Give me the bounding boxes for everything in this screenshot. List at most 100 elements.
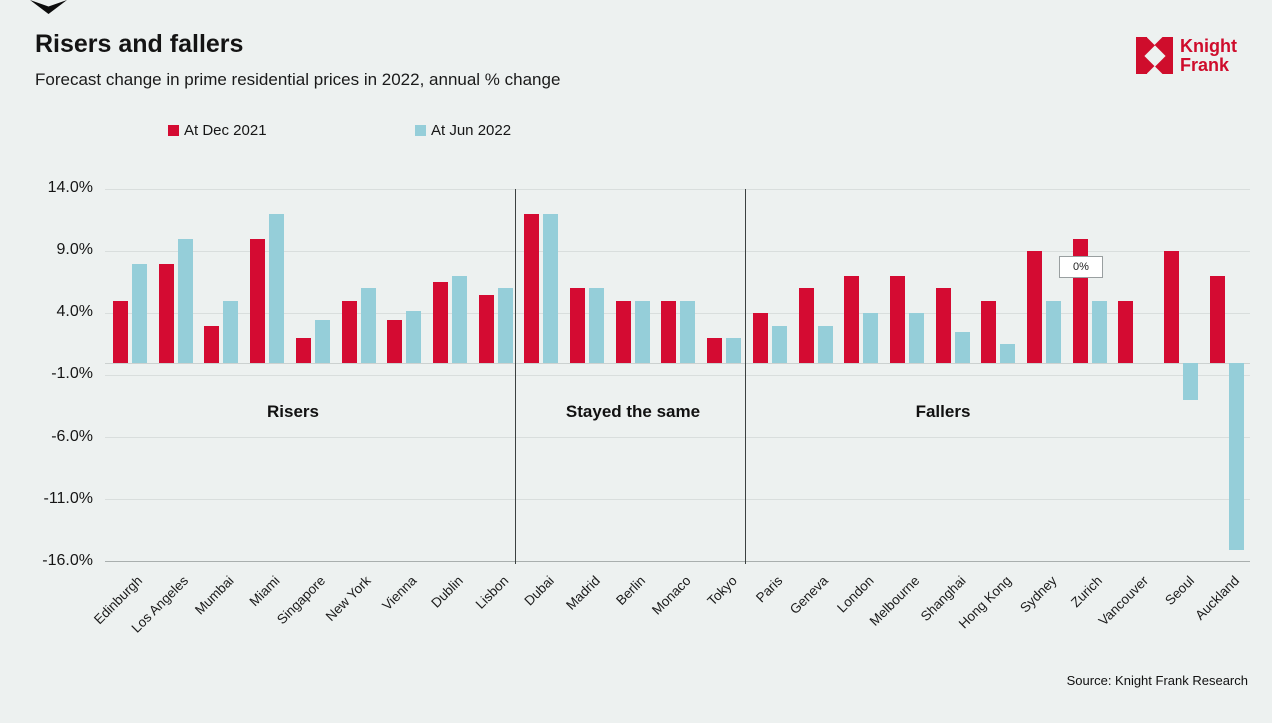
bar-edinburgh-at-dec-2021[interactable] (113, 300, 128, 364)
y-tick-label: 9.0% (56, 241, 93, 259)
bar-madrid-at-dec-2021[interactable] (570, 288, 585, 364)
bar-singapore-at-dec-2021[interactable] (295, 338, 311, 364)
x-axis-label-seoul: Seoul (1161, 573, 1197, 609)
bar-london-at-dec-2021[interactable] (844, 276, 860, 364)
bar-seoul-at-dec-2021[interactable] (1164, 251, 1180, 364)
zero-percent-tooltip: 0% (1059, 256, 1103, 278)
bar-sydney-at-jun-2022[interactable] (1046, 300, 1061, 364)
x-axis-label-vienna: Vienna (379, 573, 420, 614)
x-axis-label-geneva: Geneva (787, 573, 832, 618)
section-label-risers: Risers (267, 402, 319, 421)
x-axis-label-miami: Miami (246, 573, 283, 610)
bar-los-angeles-at-dec-2021[interactable] (158, 263, 174, 364)
bar-vancouver-at-dec-2021[interactable] (1118, 300, 1134, 364)
bar-edinburgh-at-jun-2022[interactable] (132, 263, 147, 364)
bar-melbourne-at-jun-2022[interactable] (908, 313, 924, 364)
bar-mumbai-at-dec-2021[interactable] (204, 325, 220, 364)
x-axis-label-paris: Paris (753, 573, 786, 606)
legend-item-dec-2021: At Dec 2021 (168, 122, 267, 139)
knight-frank-wordmark: Knight Frank (1180, 37, 1237, 75)
source-note: Source: Knight Frank Research (1066, 673, 1248, 688)
bar-london-at-jun-2022[interactable] (863, 313, 879, 364)
bar-geneva-at-dec-2021[interactable] (798, 288, 814, 364)
logo-word-frank: Frank (1180, 55, 1230, 75)
x-axis-label-mumbai: Mumbai (192, 573, 238, 618)
gridline-9.0% (105, 250, 1250, 252)
bar-vienna-at-jun-2022[interactable] (406, 310, 422, 364)
y-tick-label: -1.0% (51, 365, 93, 383)
logo-word-knight: Knight (1180, 36, 1237, 56)
x-axis-label-singapore: Singapore (274, 573, 329, 628)
section-label-fallers: Fallers (915, 402, 971, 421)
bar-auckland-at-dec-2021[interactable] (1209, 276, 1225, 364)
section-divider-2 (745, 189, 746, 564)
x-axis-label-madrid: Madrid (562, 573, 603, 613)
y-tick-label: 14.0% (47, 179, 93, 196)
bar-seoul-at-jun-2022[interactable] (1183, 363, 1199, 401)
bar-los-angeles-at-jun-2022[interactable] (177, 238, 193, 364)
bar-miami-at-jun-2022[interactable] (269, 213, 285, 364)
x-axis-label-monaco: Monaco (649, 573, 695, 618)
bar-auckland-at-jun-2022[interactable] (1228, 363, 1244, 550)
x-axis-label-auckland: Auckland (1192, 573, 1243, 623)
x-axis-label-dublin: Dublin (427, 573, 466, 611)
bar-madrid-at-jun-2022[interactable] (589, 288, 604, 364)
legend-label: At Jun 2022 (431, 122, 512, 139)
x-axis-label-dubai: Dubai (521, 573, 557, 609)
bar-zurich-at-jun-2022[interactable] (1091, 300, 1107, 364)
bar-tokyo-at-jun-2022[interactable] (726, 338, 742, 364)
knight-frank-logo: Knight Frank (1136, 37, 1237, 75)
legend-swatch-dec-2021-icon (168, 125, 179, 136)
bar-berlin-at-dec-2021[interactable] (615, 300, 631, 364)
bar-paris-at-jun-2022[interactable] (771, 325, 787, 364)
bar-dubai-at-dec-2021[interactable] (524, 213, 540, 364)
gridline--1.0% (105, 374, 1250, 376)
bar-lisbon-at-dec-2021[interactable] (478, 294, 494, 364)
y-tick-label: -6.0% (51, 427, 93, 445)
bar-new-york-at-jun-2022[interactable] (360, 288, 376, 364)
page-title: Risers and fallers (35, 30, 244, 58)
gridline-4.0% (105, 312, 1250, 314)
bar-shanghai-at-dec-2021[interactable] (935, 288, 951, 364)
page-subtitle: Forecast change in prime residential pri… (35, 70, 561, 89)
bar-dubai-at-jun-2022[interactable] (543, 213, 559, 364)
legend-item-jun-2022: At Jun 2022 (415, 122, 511, 139)
x-axis-label-tokyo: Tokyo (704, 573, 740, 609)
bar-hong-kong-at-jun-2022[interactable] (1000, 344, 1016, 364)
bar-berlin-at-jun-2022[interactable] (634, 300, 650, 364)
legend-swatch-jun-2022-icon (415, 125, 426, 136)
section-label-stayed-the-same: Stayed the same (565, 402, 701, 421)
gridline--6.0% (105, 437, 1250, 439)
bar-vienna-at-dec-2021[interactable] (387, 319, 403, 364)
bar-singapore-at-jun-2022[interactable] (314, 319, 330, 364)
x-axis-label-lisbon: Lisbon (472, 573, 512, 612)
x-axis-label-london: London (834, 573, 877, 616)
bar-lisbon-at-jun-2022[interactable] (497, 288, 513, 364)
x-axis-label-sydney: Sydney (1017, 573, 1060, 616)
section-divider-1 (515, 189, 516, 564)
bar-miami-at-dec-2021[interactable] (250, 238, 266, 364)
bar-sydney-at-dec-2021[interactable] (1027, 251, 1042, 364)
bar-tokyo-at-dec-2021[interactable] (707, 338, 723, 364)
bar-melbourne-at-dec-2021[interactable] (889, 276, 905, 364)
bar-shanghai-at-jun-2022[interactable] (954, 331, 970, 364)
bar-mumbai-at-jun-2022[interactable] (223, 300, 239, 364)
bar-dublin-at-dec-2021[interactable] (432, 282, 448, 364)
x-axis-label-new-york: New York (323, 573, 375, 624)
legend-label: At Dec 2021 (184, 122, 267, 139)
y-tick-label: -16.0% (42, 551, 93, 569)
bar-monaco-at-jun-2022[interactable] (680, 300, 696, 364)
bar-geneva-at-jun-2022[interactable] (817, 325, 833, 364)
knight-frank-mark-icon (1136, 37, 1173, 74)
gridline--11.0% (105, 499, 1250, 501)
bar-new-york-at-dec-2021[interactable] (341, 300, 357, 364)
bar-paris-at-dec-2021[interactable] (752, 313, 768, 364)
bar-dublin-at-jun-2022[interactable] (451, 276, 467, 364)
x-axis-label-berlin: Berlin (613, 573, 649, 609)
x-axis-zero-line (105, 362, 1250, 364)
bar-hong-kong-at-dec-2021[interactable] (981, 300, 997, 364)
x-axis-label-zurich: Zurich (1068, 573, 1106, 611)
bar-monaco-at-dec-2021[interactable] (661, 300, 677, 364)
gridline--16.0% (105, 561, 1250, 563)
